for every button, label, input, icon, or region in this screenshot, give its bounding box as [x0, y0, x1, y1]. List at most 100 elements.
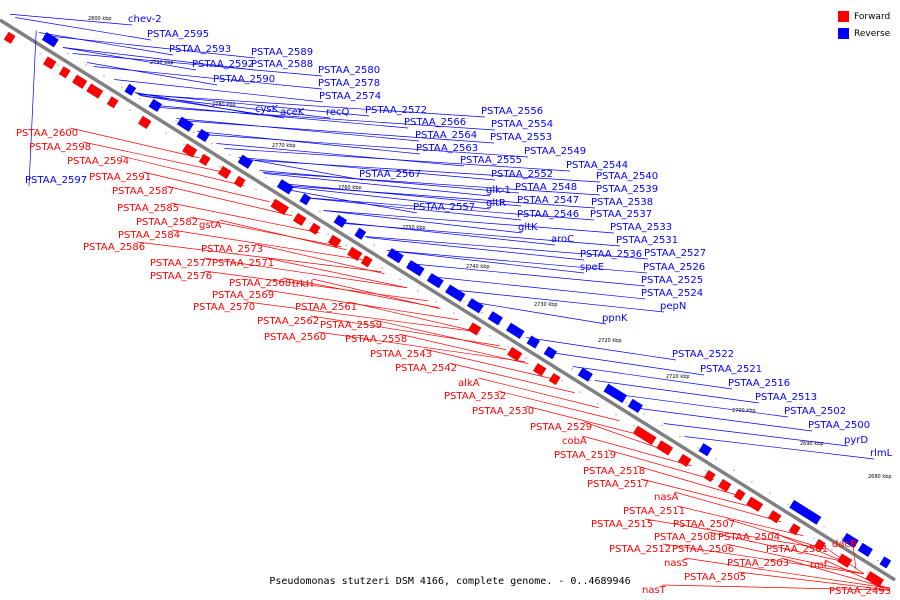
leader-line-nast [662, 584, 891, 591]
gene-label-pstaa-2563: PSTAA_2563 [416, 143, 478, 154]
gene-label-pepn: pepN [660, 301, 686, 312]
gene-label-pstaa-2531: PSTAA_2531 [616, 235, 678, 246]
leader-line-pstaa-2522 [526, 337, 677, 361]
axis-dot [435, 301, 437, 303]
axis-dot [715, 458, 717, 460]
leader-line-pstaa-2556 [138, 94, 486, 118]
axis-dot [229, 154, 231, 156]
gene-label-pstaa-2558: PSTAA_2558 [345, 334, 407, 345]
reverse-gene-feature [577, 367, 594, 382]
leader-line-pstaa-2524 [428, 276, 646, 300]
gene-label-pstaa-2591: PSTAA_2591 [89, 172, 151, 183]
gene-label-pstaa-2532: PSTAA_2532 [444, 391, 506, 402]
forward-gene-feature [137, 115, 152, 130]
gene-label-pstaa-2526: PSTAA_2526 [643, 262, 705, 273]
leader-line-pstaa-2527 [364, 236, 649, 260]
leader-line-pstaa-2531 [344, 223, 621, 247]
axis-dot [139, 97, 141, 100]
axis-dot [597, 402, 599, 405]
axis-dot [751, 481, 753, 483]
leader-line-pstaa-2500 [639, 408, 813, 432]
reverse-gene-feature [124, 83, 137, 96]
leader-line-pstaa-2576 [203, 270, 428, 302]
reverse-gene-feature [627, 398, 644, 414]
leader-line-pstaa-2582 [189, 216, 342, 248]
gene-label-pstaa-2597: PSTAA_2597 [25, 175, 87, 186]
leader-line-pstaa-2525 [408, 263, 646, 287]
gene-label-dacb: dacB [832, 539, 857, 550]
axis-dot [67, 52, 69, 55]
legend-forward: Forward [838, 8, 890, 25]
gene-label-pstaa-2574: PSTAA_2574 [319, 91, 381, 102]
reverse-gene-feature [148, 98, 163, 113]
gene-label-pstaa-2503: PSTAA_2503 [727, 558, 789, 569]
leader-line-pstaa-2542 [448, 362, 575, 394]
leader-line-pstaa-2561 [348, 301, 478, 333]
gene-label-pstaa-2549: PSTAA_2549 [524, 146, 586, 157]
gene-label-pstaa-2501: PSTAA_2501 [766, 544, 828, 555]
forward-gene-feature [3, 31, 16, 45]
leader-line-pstaa-2562 [310, 315, 500, 347]
reverse-gene-feature [789, 499, 822, 525]
reverse-gene-feature [487, 310, 504, 326]
leader-line-pstaa-2559 [373, 319, 507, 351]
gene-label-pstaa-2493: PSTAA_2493 [829, 586, 891, 597]
reverse-gene-feature [445, 284, 466, 303]
forward-gene-feature [217, 165, 232, 180]
axis-dot [445, 289, 447, 291]
forward-gene-feature [767, 510, 782, 524]
gene-label-pstaa-2508: PSTAA_2508 [654, 532, 716, 543]
reverse-gene-feature [196, 128, 211, 143]
legend-reverse-label: Reverse [854, 28, 891, 39]
gene-label-pstaa-2513: PSTAA_2513 [755, 392, 817, 403]
gene-label-chev-2: chev-2 [128, 14, 162, 25]
gene-label-cysk: cysK [255, 104, 279, 115]
leader-line-pstaa-2544 [224, 148, 571, 172]
axis-dot [579, 391, 581, 393]
reverse-gene-feature [405, 259, 425, 277]
leader-line-pstaa-2547 [280, 183, 522, 207]
gene-label-pstaa-2573: PSTAA_2573 [201, 244, 263, 255]
leader-line-pstaa-2573 [254, 243, 385, 275]
gene-label-pstaa-2600: PSTAA_2600 [16, 128, 78, 139]
reverse-gene-feature [857, 542, 874, 558]
reverse-gene-feature [698, 442, 713, 457]
gene-label-acek: aceK [280, 107, 305, 118]
forward-gene-feature [86, 83, 104, 99]
leader-line-pstaa-2508 [707, 531, 845, 563]
axis-dot [85, 64, 87, 66]
gene-label-pstaa-2589: PSTAA_2589 [251, 47, 313, 58]
axis-dot [841, 537, 843, 539]
forward-gene-feature [346, 246, 363, 262]
reverse-gene-feature [603, 383, 628, 404]
gene-labels: chev-2PSTAA_2595PSTAA_2593PSTAA_2592PSTA… [16, 14, 893, 597]
leader-line-pstaa-2553 [179, 120, 495, 144]
leader-line-pstaa-2540 [241, 159, 601, 183]
reverse-gene-feature [333, 214, 348, 228]
axis-dot [345, 244, 347, 247]
leader-line-pstaa-2538 [283, 185, 596, 209]
forward-gene-feature [58, 66, 71, 79]
gene-label-pstaa-2556: PSTAA_2556 [481, 106, 543, 117]
leader-line-pstaa-2591 [142, 171, 270, 203]
gene-label-pstaa-2507: PSTAA_2507 [673, 519, 735, 530]
scale-tick-label: 2720 kbp [598, 338, 622, 344]
leader-line-pstaa-2567 [238, 157, 364, 181]
leader-line-dacb [852, 538, 857, 569]
legend-forward-label: Forward [854, 11, 891, 22]
gene-label-pstaa-2518: PSTAA_2518 [583, 466, 645, 477]
gene-label-ppnk: ppnK [602, 313, 628, 324]
gene-label-pstaa-2566: PSTAA_2566 [404, 117, 466, 128]
forward-gene-feature [233, 175, 246, 189]
gene-label-glk-1: glk-1 [486, 185, 511, 196]
leader-line-pstaa-2571 [265, 257, 408, 289]
leader-line-pyrd [663, 423, 849, 447]
axis-dot [481, 312, 483, 314]
leader-line-pstaa-2518 [636, 465, 740, 497]
gene-label-aroc: aroC [551, 234, 574, 245]
axis-dot [255, 188, 257, 190]
axis-dot [103, 75, 105, 77]
gene-label-pstaa-2554: PSTAA_2554 [491, 119, 553, 130]
axis-dot [319, 210, 321, 213]
leader-line-pstaa-2588 [63, 47, 256, 71]
